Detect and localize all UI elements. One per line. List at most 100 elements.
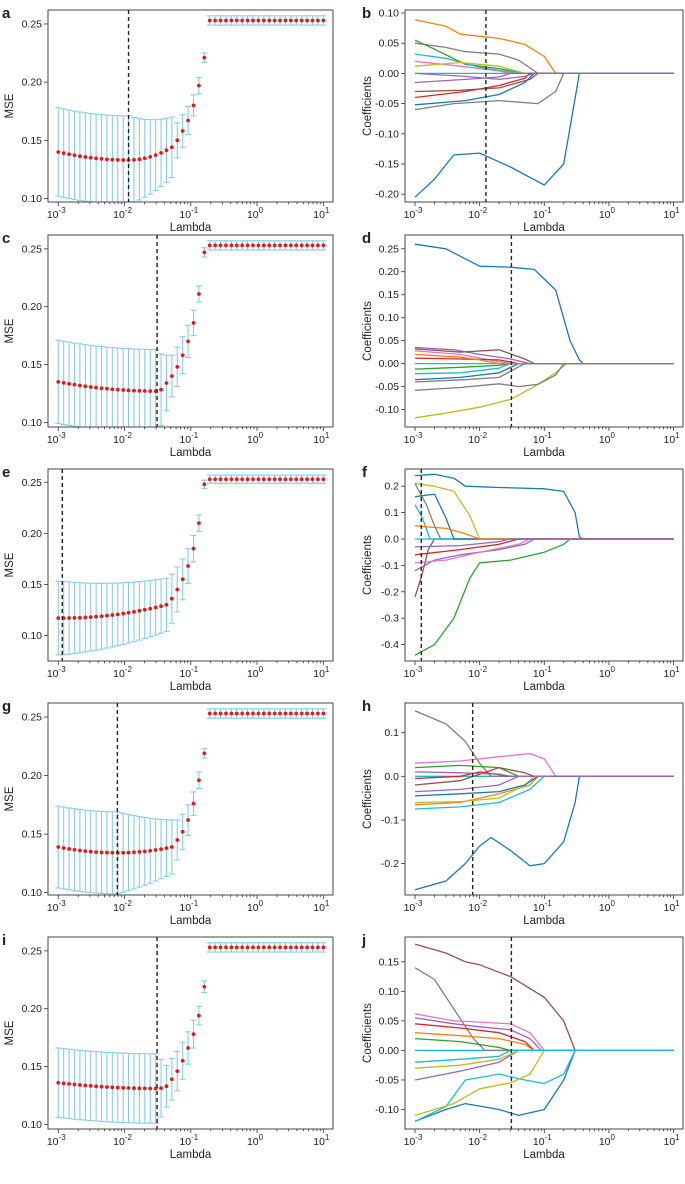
mse-point [61,151,66,156]
mse-point [180,1058,185,1063]
mse-point [110,387,115,392]
mse-point [67,616,71,620]
x-tick-label: 10-3 [47,431,66,446]
mse-point [142,1086,147,1091]
mse-point [229,243,234,248]
y-tick-label: 0.2 [384,481,399,493]
x-tick-label: 100 [599,431,616,446]
plot-area [414,710,674,891]
x-tick-exponent: 0 [259,206,264,215]
x-tick-exponent: 0 [259,1133,264,1142]
mse-point [159,604,163,609]
mse-point [278,243,282,248]
coef-path-12 [414,72,674,106]
mse-point [94,156,99,161]
mse-point [267,711,272,716]
x-tick-exponent: 0 [611,899,616,908]
y-tick-label: -0.05 [375,381,399,393]
x-tick-exponent: 1 [675,206,680,215]
mse-point [202,984,207,989]
mse-point [213,477,218,482]
mse-point [148,389,153,393]
mse-point [224,945,228,950]
x-tick-label: 10-3 [47,899,66,914]
mse-point [121,611,126,616]
x-tick-exponent: -1 [545,899,553,908]
mse-point [56,845,61,849]
mse-point [159,847,163,851]
mse-point [105,1085,109,1089]
coef-path-7 [414,61,674,75]
mse-point [251,477,255,482]
mse-point [121,1085,126,1090]
y-tick-label: 0.20 [22,301,43,313]
x-tick-exponent: -2 [480,206,488,215]
mse-point [202,482,207,487]
y-tick-label: 0.15 [22,135,43,147]
x-tick-label: 10-2 [468,665,487,680]
mse-point [137,608,142,613]
mse-point [153,605,158,610]
x-tick-exponent: 1 [325,899,330,908]
mse-point [110,157,115,162]
x-tick-exponent: -2 [125,206,133,215]
mse-point [153,848,158,852]
mse-point [132,850,136,855]
x-tick-label: 10-3 [404,206,423,221]
y-tick-label: 0.00 [379,68,400,80]
x-tick-label: 10-2 [468,1133,487,1148]
mse-point [94,850,99,854]
y-tick-label: -0.10 [375,404,399,416]
mse-point [283,18,288,23]
x-tick-label: 10-1 [179,1133,198,1148]
y-tick-label: 0.10 [22,417,43,429]
mse-point [78,1083,82,1087]
coef-path-12 [414,362,674,383]
coef-path-1 [414,243,674,365]
y-tick-label: -0.2 [381,858,399,870]
mse-point [83,155,88,159]
mse-point [321,477,326,482]
mse-point [283,243,288,248]
panel-i: i10-3 10-2 10-1 100 1010.100.150.200.25Lambd… [2,932,334,1161]
mse-point [245,477,250,482]
x-tick-label: 101 [313,665,330,680]
mse-point [142,849,147,854]
y-tick-label: -0.05 [375,98,399,110]
x-tick-exponent: -2 [480,431,488,440]
mse-point [137,849,142,854]
coef-path-4 [414,346,674,365]
mse-point [67,847,71,851]
mse-point [126,610,131,615]
x-tick-label: 10-3 [404,1133,423,1148]
mse-point [218,945,223,950]
mse-point [175,838,180,842]
panel-g: g10-3 10-2 10-1 100 1010.100.150.200.25Lambd… [2,698,334,927]
coef-path-8 [414,1023,674,1052]
mse-point [67,152,71,157]
x-tick-label: 100 [599,1133,616,1148]
mse-point [121,850,126,855]
plot-area [55,474,327,656]
x-tick-exponent: -3 [415,899,423,908]
y-axis-label: Coefficients [362,1003,374,1063]
mse-point [245,945,250,950]
x-tick-label: 100 [247,206,264,221]
x-tick-label: 10-2 [113,1133,132,1148]
y-tick-label: 0.0 [384,771,399,783]
x-tick-exponent: 0 [611,431,616,440]
x-tick-exponent: 1 [675,1133,680,1142]
panel-d: d10-3 10-2 10-1 100 1010.250.200.150.100.050… [362,230,684,459]
mse-point [224,243,228,248]
y-tick-label: 0.10 [379,8,400,20]
mse-point [299,18,304,23]
x-tick-label: 100 [247,899,264,914]
x-tick-exponent: -2 [480,665,488,674]
panel-letter: b [362,5,371,22]
coef-path-2 [414,967,674,1052]
plot-area [414,943,674,1122]
x-tick-label: 10-2 [113,431,132,446]
mse-point [278,477,282,482]
mse-point [267,945,272,950]
